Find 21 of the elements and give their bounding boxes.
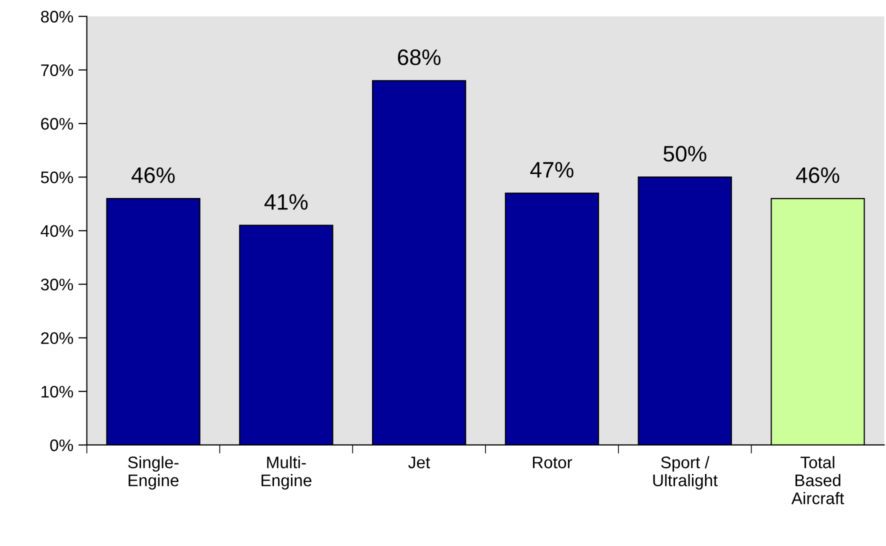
x-tick-label: Jet: [408, 456, 430, 468]
x-tick-label: Single- Engine: [128, 456, 178, 490]
y-tick-label: 10%: [42, 386, 74, 398]
y-tick-label: 20%: [41, 332, 74, 344]
data-label: 46%: [796, 167, 840, 184]
x-tick-label: Total Based Aircraft: [791, 456, 844, 504]
data-label: 68%: [398, 49, 441, 66]
data-label: 47%: [530, 162, 574, 178]
data-label: 41%: [264, 194, 308, 210]
x-tick-label: Rotor: [532, 456, 572, 468]
data-label: 50%: [664, 146, 706, 162]
y-tick-label: 70%: [41, 64, 74, 76]
y-tick-label: 0%: [50, 439, 74, 452]
y-tick-label: 30%: [40, 278, 74, 290]
y-tick-label: 40%: [40, 225, 74, 237]
x-tick-label: Sport / Ultralight: [653, 456, 718, 490]
y-tick-label: 80%: [41, 10, 74, 23]
x-tick-label: Multi- Engine: [262, 456, 312, 490]
y-tick-label: 50%: [40, 172, 74, 184]
y-tick-label: 60%: [41, 118, 74, 130]
data-label: 46%: [132, 167, 175, 184]
